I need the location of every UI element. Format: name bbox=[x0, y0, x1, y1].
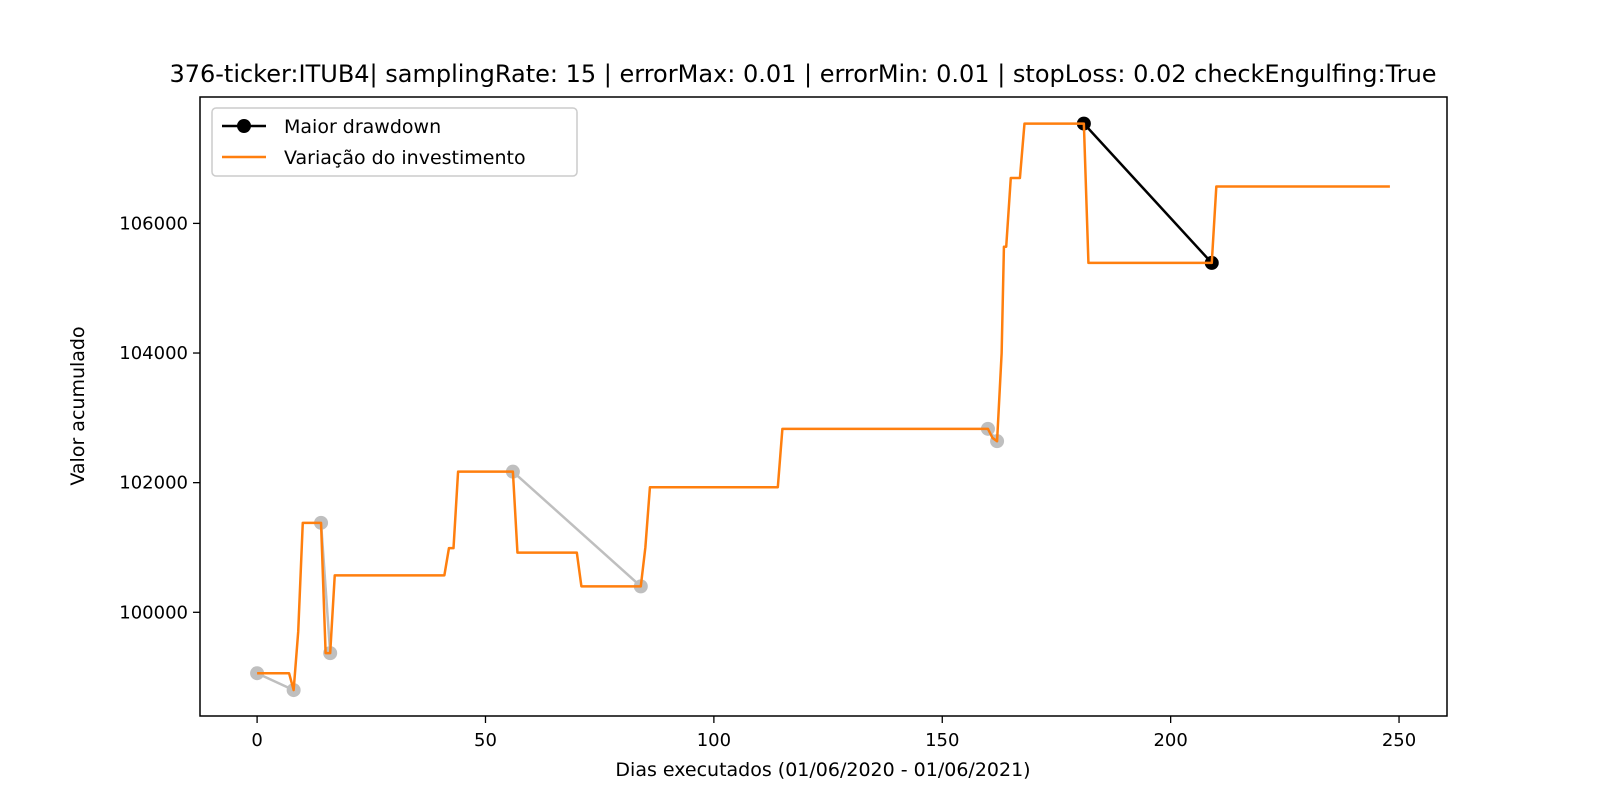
y-axis-label: Valor acumulado bbox=[67, 326, 89, 485]
y-tick-label: 104000 bbox=[119, 343, 188, 364]
plot-frame bbox=[199, 96, 1448, 717]
legend-box bbox=[211, 107, 578, 177]
x-tick-label: 100 bbox=[697, 730, 731, 751]
x-axis-label: Dias executados (01/06/2020 - 01/06/2021… bbox=[615, 759, 1030, 781]
y-tick-label: 106000 bbox=[119, 213, 188, 234]
legend-label-investment: Variação do investimento bbox=[284, 147, 526, 169]
x-tick-label: 200 bbox=[1153, 730, 1187, 751]
investment-line bbox=[257, 122, 1390, 692]
x-tick-label: 150 bbox=[925, 730, 959, 751]
legend-label-drawdown: Maior drawdown bbox=[284, 116, 441, 138]
plot-area bbox=[250, 116, 1390, 698]
legend: Maior drawdown Variação do investimento bbox=[211, 107, 578, 177]
y-tick-label: 102000 bbox=[119, 473, 188, 494]
x-tick-label: 250 bbox=[1382, 730, 1416, 751]
y-axis: 100000 102000 104000 106000 bbox=[119, 213, 200, 623]
x-axis: 0 50 100 150 200 250 bbox=[251, 716, 1416, 751]
y-tick-label: 100000 bbox=[119, 602, 188, 623]
minor-drawdown-line bbox=[512, 470, 642, 588]
drawdown-line bbox=[1082, 122, 1213, 264]
chart-title: 376-ticker:ITUB4| samplingRate: 15 | err… bbox=[169, 60, 1436, 88]
legend-drawdown-marker bbox=[237, 119, 251, 133]
x-tick-label: 0 bbox=[251, 730, 262, 751]
x-tick-label: 50 bbox=[474, 730, 497, 751]
